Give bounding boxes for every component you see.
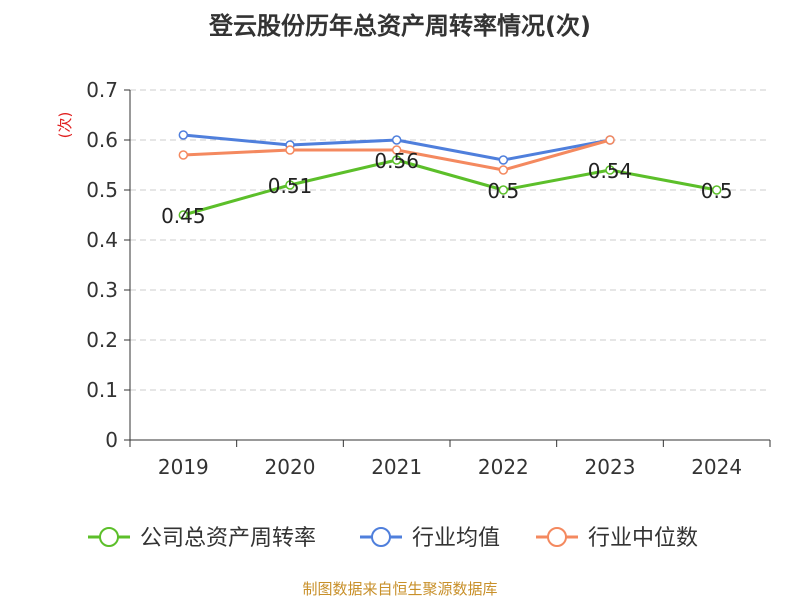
data-point-series-1[interactable] xyxy=(178,130,189,140)
source-note: 制图数据来自恒生聚源数据库 xyxy=(302,580,497,598)
legend-label: 行业中位数 xyxy=(588,526,698,551)
legend[interactable]: 公司总资产周转率 行业均值 行业中位数 xyxy=(88,526,698,551)
data-label: 0.45 xyxy=(161,204,206,228)
data-point-series-0[interactable] xyxy=(285,180,295,190)
legend-item-0[interactable]: 公司总资产周转率 xyxy=(88,526,316,551)
data-point-series-0[interactable] xyxy=(605,165,615,175)
data-label: 0.5 xyxy=(487,179,519,203)
data-point-series-2[interactable] xyxy=(178,150,189,160)
legend-item-2[interactable]: 行业中位数 xyxy=(536,526,698,551)
y-tick-label: 0.2 xyxy=(86,328,118,352)
y-tick-label: 0.1 xyxy=(86,378,118,402)
chart-title: 登云股份历年总资产周转率情况(次) xyxy=(208,12,591,40)
x-tick-label: 2024 xyxy=(691,455,742,479)
data-point-series-1[interactable] xyxy=(498,155,509,165)
data-label: 0.5 xyxy=(701,179,733,203)
legend-label: 行业均值 xyxy=(412,526,500,551)
series-layer xyxy=(178,130,722,220)
x-tick-label: 2021 xyxy=(371,455,422,479)
data-point-series-0[interactable] xyxy=(178,210,189,220)
data-point-series-0[interactable] xyxy=(711,185,722,195)
grid-layer xyxy=(130,89,770,391)
data-label: 0.56 xyxy=(374,149,419,173)
x-tick-label: 2020 xyxy=(265,455,316,479)
legend-item-1[interactable]: 行业均值 xyxy=(360,526,500,551)
legend-swatch-marker xyxy=(371,527,391,547)
y-tick-label: 0 xyxy=(105,428,118,452)
y-tick-label: 0.4 xyxy=(86,228,118,252)
x-tick-label: 2019 xyxy=(158,455,209,479)
legend-label: 公司总资产周转率 xyxy=(140,526,316,551)
x-tick-label: 2023 xyxy=(585,455,636,479)
x-tick-label: 2022 xyxy=(478,455,529,479)
data-point-series-0[interactable] xyxy=(498,185,509,195)
y-tick-label: 0.5 xyxy=(86,178,118,202)
data-point-series-0[interactable] xyxy=(391,155,402,165)
data-point-series-2[interactable] xyxy=(391,145,402,155)
y-axis-label: (次) xyxy=(56,112,74,139)
data-label: 0.51 xyxy=(268,174,313,198)
legend-swatch-marker xyxy=(99,527,119,547)
data-point-series-2[interactable] xyxy=(498,165,509,175)
data-label-layer: 0.45 0.51 0.56 0.5 0.54 0.5 xyxy=(161,149,733,228)
axis-layer: 0 0.1 0.2 0.3 0.4 0.5 0.6 0.7 2019 2020 2021 2022 20… xyxy=(86,78,771,479)
data-point-series-2[interactable] xyxy=(285,145,295,155)
legend-swatch-marker xyxy=(547,527,567,547)
y-tick-label: 0.6 xyxy=(86,128,118,152)
y-tick-label: 0.3 xyxy=(86,278,118,302)
y-tick-label: 0.7 xyxy=(86,78,118,102)
data-point-series-1[interactable] xyxy=(391,135,402,145)
data-label: 0.54 xyxy=(588,159,633,183)
data-point-series-2[interactable] xyxy=(605,135,615,145)
series-line-0 xyxy=(182,158,717,217)
